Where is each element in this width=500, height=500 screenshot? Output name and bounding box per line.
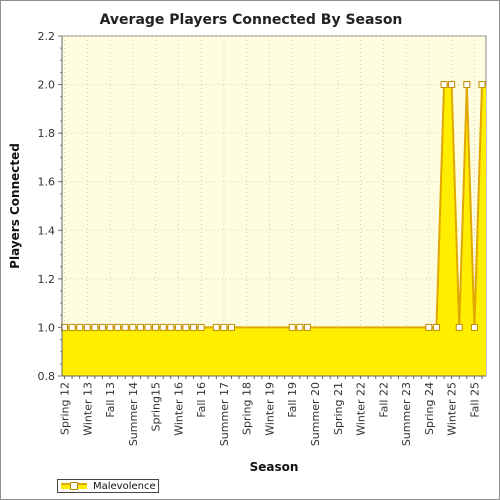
y-tick-label: 1.2	[38, 273, 56, 286]
data-point	[68, 323, 76, 331]
data-point	[470, 323, 478, 331]
x-tick-label: Winter 25	[446, 382, 459, 436]
y-tick-label: 1.0	[38, 321, 56, 334]
data-point	[76, 323, 84, 331]
x-tick-label: Winter 22	[355, 382, 368, 436]
data-point	[455, 323, 463, 331]
data-point	[296, 323, 304, 331]
x-tick-label: Spring 24	[423, 382, 436, 435]
data-point	[129, 323, 137, 331]
x-tick-label: Fall 16	[195, 382, 208, 418]
chart-title: Average Players Connected By Season	[100, 12, 403, 28]
y-tick-label: 1.8	[38, 127, 56, 140]
x-axis: Spring 12 Winter 13 Fall 13 Summer 14 Spring…	[59, 375, 486, 446]
data-point	[159, 323, 167, 331]
data-point	[98, 323, 106, 331]
legend-label: Malevolence	[93, 480, 156, 492]
x-tick-label: Winter 13	[81, 382, 94, 436]
x-tick-label: Fall 13	[104, 382, 117, 418]
data-point	[136, 323, 144, 331]
data-point	[114, 323, 122, 331]
data-point	[106, 323, 114, 331]
data-point	[478, 81, 486, 89]
data-point	[190, 323, 198, 331]
data-point	[440, 81, 448, 89]
series-line	[62, 83, 486, 329]
x-tick-label: Winter 19	[263, 382, 276, 436]
x-axis-title: Season	[250, 460, 299, 474]
series-markers	[61, 81, 486, 331]
y-tick-label: 1.4	[38, 224, 56, 237]
y-axis-title: Players Connected	[8, 143, 22, 269]
data-point	[228, 323, 235, 331]
x-tick-label: Spring15	[150, 382, 163, 432]
legend-swatch	[61, 480, 87, 492]
data-point	[197, 323, 205, 331]
data-point	[91, 323, 99, 331]
x-tick-label: Fall 19	[286, 382, 299, 418]
y-tick-label: 2.0	[38, 79, 56, 92]
data-point	[144, 323, 152, 331]
x-tick-label: Summer 14	[127, 382, 140, 446]
data-point	[463, 81, 471, 89]
data-point	[121, 323, 129, 331]
x-tick-label: Summer 20	[309, 382, 322, 446]
data-point	[425, 323, 433, 331]
data-point	[432, 323, 440, 331]
data-point	[152, 323, 160, 331]
x-tick-label: Spring 18	[241, 382, 254, 435]
data-point	[303, 323, 311, 331]
x-tick-label: Winter 16	[172, 382, 185, 436]
y-axis: 0.8 1.0 1.2 1.4 1.6 1.8 2.0 2.2	[38, 30, 63, 383]
series-area	[62, 83, 486, 377]
y-tick-label: 1.6	[38, 176, 56, 189]
data-point	[174, 323, 182, 331]
legend: Malevolence	[57, 479, 159, 493]
x-tick-label: Spring 12	[59, 382, 72, 435]
data-point	[182, 323, 190, 331]
data-point	[448, 81, 456, 89]
data-point	[167, 323, 175, 331]
x-tick-label: Fall 22	[377, 382, 390, 418]
data-point	[220, 323, 228, 331]
x-tick-label: Summer 17	[218, 382, 231, 446]
x-tick-label: Fall 25	[468, 382, 481, 418]
x-tick-label: Spring 21	[332, 382, 345, 435]
y-tick-label: 0.8	[38, 370, 56, 383]
data-point	[83, 323, 91, 331]
x-tick-label: Summer 23	[400, 382, 413, 446]
data-point	[288, 323, 296, 331]
data-point	[212, 323, 220, 331]
y-tick-label: 2.2	[38, 30, 56, 43]
